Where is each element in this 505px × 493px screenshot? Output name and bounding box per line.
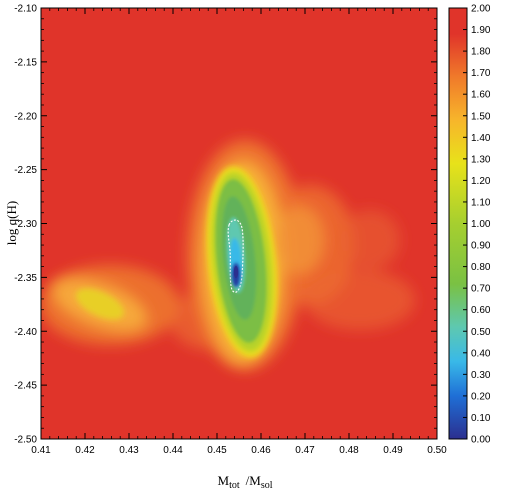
colorbar-tick-label: 1.10 <box>471 197 491 208</box>
colorbar-tick-label: 0.30 <box>471 370 491 381</box>
y-tick-label: -2.35 <box>14 273 37 284</box>
x-tick-label: 0.49 <box>383 445 403 456</box>
min-blue-core <box>233 266 239 278</box>
colorbar-tick-label: 1.80 <box>471 47 491 58</box>
x-tick-label: 0.50 <box>427 445 447 456</box>
colorbar-axis: 2.00 1.90 1.80 1.70 1.60 1.50 1.40 1.30 1.20 1.10… <box>463 4 491 446</box>
x-axis-title-sep: /M <box>246 473 262 488</box>
x-tick-label: 0.46 <box>251 445 271 456</box>
colorbar-tick-label: 1.00 <box>471 219 491 230</box>
x-tick-label: 0.45 <box>207 445 227 456</box>
x-tick-label: 0.47 <box>295 445 315 456</box>
y-tick-label: -2.30 <box>14 219 37 230</box>
colorbar-tick-label: 0.80 <box>471 262 491 273</box>
x-tick-label: 0.48 <box>339 445 359 456</box>
x-tick-label: 0.43 <box>119 445 139 456</box>
colorbar-tick-label: 0.40 <box>471 348 491 359</box>
colorbar-tick-label: 1.90 <box>471 25 491 36</box>
colorbar-tick-label: 0.10 <box>471 413 491 424</box>
colorbar-tick-label: 2.00 <box>471 4 491 15</box>
x-tick-label: 0.41 <box>31 445 51 456</box>
colorbar-tick-label: 0.90 <box>471 241 491 252</box>
y-tick-label: -2.20 <box>14 111 37 122</box>
colorbar-tick-label: 1.60 <box>471 90 491 101</box>
heatmap <box>41 8 437 439</box>
y-tick-label: -2.25 <box>14 165 37 176</box>
colorbar-tick-label: 1.20 <box>471 176 491 187</box>
colorbar-tick-label: 1.50 <box>471 111 491 122</box>
x-axis-title-main: M <box>218 473 230 488</box>
y-tick-label: -2.15 <box>14 57 37 68</box>
colorbar-tick-label: 0.60 <box>471 305 491 316</box>
x-tick-label: 0.44 <box>163 445 183 456</box>
y-tick-label: -2.45 <box>14 381 37 392</box>
colorbar-tick-label: 1.40 <box>471 133 491 144</box>
x-tick-label: 0.42 <box>75 445 95 456</box>
y-axis-title: log q(H) <box>4 201 19 245</box>
colorbar-tick-label: 0.00 <box>471 435 491 446</box>
x-axis-title: Mtot/Msol <box>218 473 273 491</box>
y-tick-label: -2.50 <box>14 435 37 446</box>
colorbar-tick-label: 1.70 <box>471 68 491 79</box>
colorbar-tick-label: 0.70 <box>471 284 491 295</box>
x-axis-title-sub2: sol <box>261 480 273 491</box>
y-axis: -2.10 -2.15 -2.20 -2.25 -2.30 -2.35 -2.40 -2.45… <box>14 4 437 446</box>
colorbar-tick-label: 0.20 <box>471 391 491 402</box>
colorbar-tick-label: 0.50 <box>471 327 491 338</box>
colorbar-tick-label: 1.30 <box>471 154 491 165</box>
x-axis: 0.41 0.42 0.43 0.44 0.45 0.46 0.47 0.48 0.49 0.50 <box>31 8 447 456</box>
y-tick-label: -2.40 <box>14 327 37 338</box>
x-axis-title-sub1: tot <box>229 480 240 491</box>
y-tick-label: -2.10 <box>14 4 37 15</box>
